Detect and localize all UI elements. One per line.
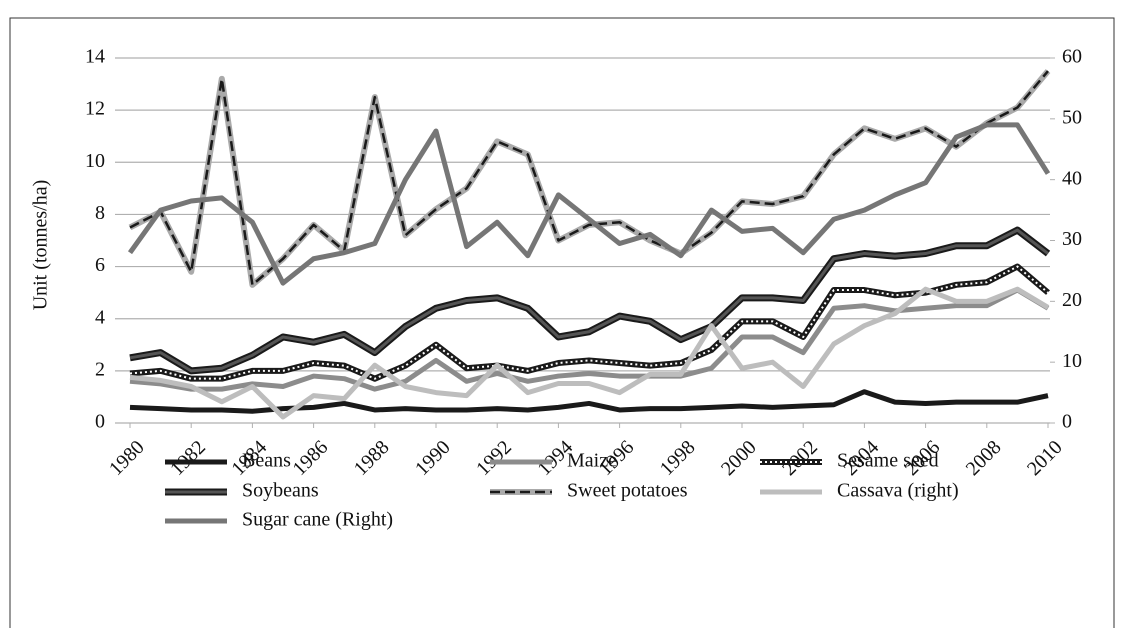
y2-tick-label: 40 [1062, 167, 1082, 189]
series-line-overlay [129, 228, 1049, 373]
x-tick-label: 2000 [717, 436, 761, 480]
legend-label: Cassava (right) [837, 480, 959, 502]
y-tick-label: 2 [95, 358, 105, 380]
legend-label: Maize [567, 450, 617, 472]
series-line-overlay [129, 265, 1049, 380]
legend-label: Soybeans [242, 480, 319, 502]
series-line [129, 286, 1050, 420]
x-tick-label: 1980 [105, 436, 149, 480]
x-tick-label: 1998 [656, 436, 700, 480]
x-tick-label: 2002 [778, 436, 822, 480]
y-tick-label: 10 [85, 150, 105, 172]
x-tick-label: 1988 [350, 436, 394, 480]
legend-label: Sweet potatoes [567, 480, 688, 502]
series-line [129, 287, 1050, 392]
x-tick-label: 2008 [962, 436, 1006, 480]
y2-tick-label: 50 [1062, 106, 1082, 128]
x-tick-label: 1990 [411, 436, 455, 480]
x-tick-label: 1982 [166, 436, 210, 480]
y2-tick-label: 0 [1062, 411, 1072, 433]
legend-label: Beans [242, 450, 291, 472]
series-line-overlay [129, 70, 1049, 287]
y-tick-label: 4 [95, 306, 105, 328]
y-tick-label: 8 [95, 202, 105, 224]
series-line [129, 263, 1050, 382]
x-tick-label: 1992 [472, 436, 516, 480]
frame [9, 17, 1115, 628]
y-tick-label: 12 [85, 98, 105, 120]
legend-label: Sesame seed [837, 450, 939, 472]
series-line [127, 122, 1051, 286]
y2-tick-label: 20 [1062, 289, 1082, 311]
y2-tick-label: 30 [1062, 228, 1082, 250]
y-tick-label: 6 [95, 254, 105, 276]
series-line [129, 389, 1049, 414]
y-tick-label: 0 [95, 411, 105, 433]
y2-tick-label: 60 [1062, 46, 1082, 68]
x-tick-label: 1986 [289, 436, 333, 480]
y-axis-label: Unit (tonnes/ha) [30, 180, 52, 311]
y-tick-label: 14 [85, 46, 105, 68]
y2-tick-label: 10 [1062, 350, 1082, 372]
x-tick-label: 2010 [1023, 436, 1067, 480]
legend-label: Sugar cane (Right) [242, 509, 393, 531]
